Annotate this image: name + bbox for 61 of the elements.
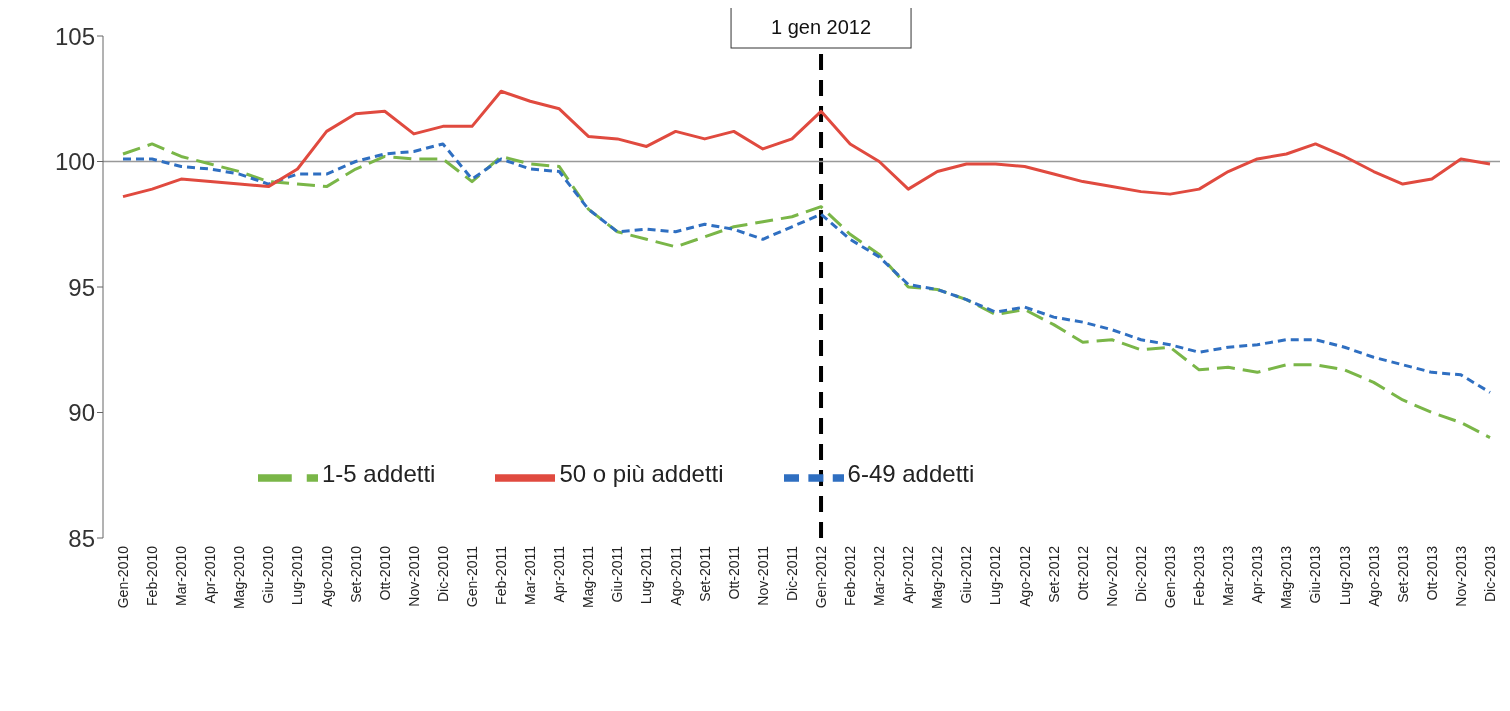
x-tick-label: Lug-2010: [289, 545, 306, 606]
x-tick-label: Set-2010: [347, 545, 364, 603]
x-tick-label: Mag-2013: [1278, 545, 1295, 610]
x-tick-label: Mag-2012: [929, 545, 946, 610]
x-tick-label: Mag-2011: [580, 545, 597, 609]
x-tick-label: Ott-2012: [1074, 545, 1091, 601]
x-tick-label: Mar-2012: [871, 545, 888, 606]
x-tick-label: Apr-2013: [1249, 545, 1266, 604]
x-tick-label: Mar-2013: [1220, 545, 1237, 606]
x-tick-label: Mag-2010: [231, 545, 248, 610]
x-tick-label: Mar-2010: [173, 545, 190, 606]
x-tick-label: Ago-2013: [1365, 545, 1382, 607]
x-tick-label: Lug-2013: [1336, 545, 1353, 606]
y-tick-label: 105: [54, 22, 95, 50]
x-tick-label: Feb-2013: [1191, 545, 1208, 606]
x-tick-label: Apr-2010: [202, 545, 219, 604]
y-tick-label: 100: [54, 148, 95, 176]
y-tick-label: 85: [68, 524, 95, 552]
x-tick-label: Set-2012: [1045, 545, 1062, 603]
x-tick-label: Set-2013: [1394, 545, 1411, 603]
x-tick-label: Giu-2013: [1307, 545, 1324, 604]
x-tick-label: Ago-2012: [1016, 545, 1033, 607]
x-tick-label: Giu-2012: [958, 545, 975, 604]
x-tick-label: Mar-2011: [522, 545, 539, 605]
x-tick-label: Dic-2011: [783, 545, 800, 601]
x-tick-label: Feb-2011: [493, 545, 510, 605]
x-tick-label: Nov-2011: [754, 545, 771, 606]
legend-label: 50 o più addetti: [559, 460, 724, 488]
x-tick-label: Apr-2011: [551, 545, 568, 603]
line-series: [121, 142, 1492, 440]
y-tick-label: 90: [68, 399, 95, 427]
x-tick-label: Lug-2012: [987, 545, 1004, 606]
x-tick-label: Ago-2010: [318, 545, 335, 607]
x-tick-label: Lug-2011: [638, 545, 655, 605]
x-tick-label: Set-2011: [696, 545, 713, 602]
x-tick-label: Gen-2013: [1162, 545, 1178, 609]
x-tick-label: Nov-2010: [405, 545, 422, 607]
legend-label: 1-5 addetti: [322, 460, 436, 488]
x-tick-label: Ott-2011: [725, 545, 742, 600]
line-series: [121, 142, 1492, 394]
x-tick-label: Dic-2010: [434, 545, 451, 603]
x-tick-label: Feb-2010: [144, 545, 161, 606]
x-tick-label: Feb-2012: [842, 545, 859, 606]
x-tick-label: Ott-2010: [376, 545, 393, 601]
x-tick-label: Gen-2010: [114, 545, 131, 609]
x-tick-label: Dic-2012: [1132, 545, 1149, 603]
x-tick-label: Giu-2010: [260, 545, 277, 604]
x-tick-label: Nov-2012: [1103, 545, 1120, 607]
x-tick-label: Ago-2011: [667, 545, 684, 606]
line-series: [121, 89, 1492, 199]
legend-label: 6-49 addetti: [847, 460, 975, 488]
y-tick-label: 95: [68, 273, 95, 301]
x-tick-label: Dic-2013: [1481, 545, 1498, 603]
x-tick-label: Ott-2013: [1423, 545, 1440, 601]
ref-line-label: 1 gen 2012: [770, 16, 872, 38]
x-tick-label: Giu-2011: [609, 545, 626, 603]
x-tick-label: Gen-2011: [463, 545, 480, 608]
x-tick-label: Nov-2013: [1452, 545, 1469, 607]
x-tick-label: Apr-2012: [900, 545, 917, 604]
callout-box: 1 gen 2012: [730, 8, 912, 49]
x-tick-label: Gen-2012: [812, 545, 829, 609]
